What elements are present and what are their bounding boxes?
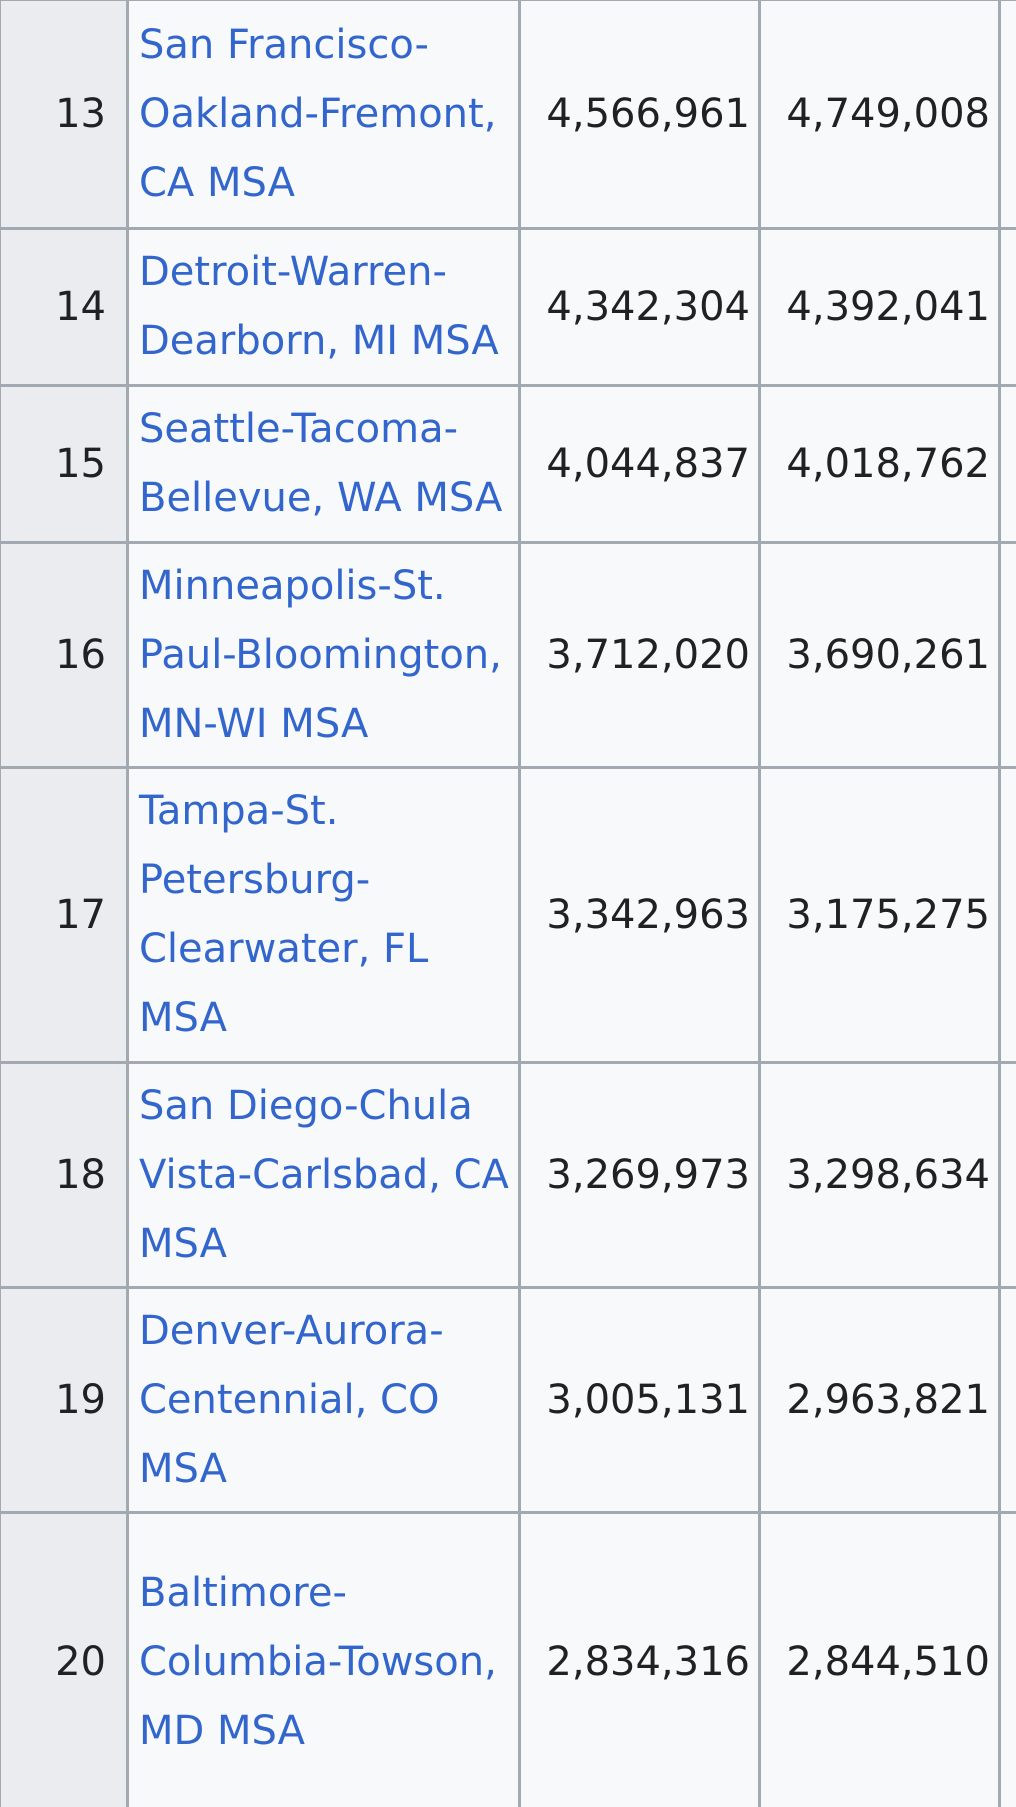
metro-name-cell: Detroit-Warren-Dearborn, MI MSA <box>126 227 521 387</box>
next-column-edge <box>998 1511 1016 1807</box>
metro-name-cell: Denver-Aurora-Centennial, CO MSA <box>126 1286 521 1514</box>
next-column-edge <box>998 766 1016 1064</box>
metro-name-cell: San Francisco-Oakland-Fremont, CA MSA <box>126 0 521 230</box>
next-column-edge <box>998 227 1016 387</box>
metro-name-cell: Baltimore-Columbia-Towson, MD MSA <box>126 1511 521 1807</box>
population-cell-a: 4,342,304 <box>518 227 761 387</box>
table-row: 13 San Francisco-Oakland-Fremont, CA MSA… <box>0 0 1016 230</box>
metro-link[interactable]: San Francisco-Oakland-Fremont, CA MSA <box>139 21 497 206</box>
table-row: 17 Tampa-St. Petersburg-Clearwater, FL M… <box>0 766 1016 1064</box>
metro-link[interactable]: Baltimore-Columbia-Towson, MD MSA <box>139 1570 497 1754</box>
next-column-edge <box>998 0 1016 230</box>
rank-cell: 15 <box>0 384 129 544</box>
population-cell-a: 3,269,973 <box>518 1061 761 1289</box>
population-cell-a: 3,342,963 <box>518 766 761 1064</box>
table-row: 20 Baltimore-Columbia-Towson, MD MSA 2,8… <box>0 1511 1016 1807</box>
next-column-edge <box>998 1061 1016 1289</box>
population-cell-a: 4,044,837 <box>518 384 761 544</box>
population-cell-a: 2,834,316 <box>518 1511 761 1807</box>
next-column-edge <box>998 1286 1016 1514</box>
population-cell-b: 2,844,510 <box>758 1511 1001 1807</box>
next-column-edge <box>998 384 1016 544</box>
metro-name-cell: Tampa-St. Petersburg-Clearwater, FL MSA <box>126 766 521 1064</box>
population-cell-b: 4,392,041 <box>758 227 1001 387</box>
metro-link[interactable]: Seattle-Tacoma-Bellevue, WA MSA <box>139 406 503 521</box>
rank-cell: 20 <box>0 1511 129 1807</box>
next-column-edge <box>998 541 1016 769</box>
metro-name-cell: Minneapolis-St. Paul-Bloomington, MN-WI … <box>126 541 521 769</box>
rank-cell: 16 <box>0 541 129 769</box>
population-cell-b: 3,298,634 <box>758 1061 1001 1289</box>
metro-name-cell: Seattle-Tacoma-Bellevue, WA MSA <box>126 384 521 544</box>
metro-link[interactable]: Denver-Aurora-Centennial, CO MSA <box>139 1307 444 1492</box>
population-cell-a: 3,712,020 <box>518 541 761 769</box>
metro-link[interactable]: Minneapolis-St. Paul-Bloomington, MN-WI … <box>139 562 502 747</box>
population-cell-a: 4,566,961 <box>518 0 761 230</box>
rank-cell: 17 <box>0 766 129 1064</box>
table-row: 18 San Diego-Chula Vista-Carlsbad, CA MS… <box>0 1061 1016 1289</box>
population-cell-b: 4,018,762 <box>758 384 1001 544</box>
population-cell-b: 3,690,261 <box>758 541 1001 769</box>
table-row: 19 Denver-Aurora-Centennial, CO MSA 3,00… <box>0 1286 1016 1514</box>
table-row: 15 Seattle-Tacoma-Bellevue, WA MSA 4,044… <box>0 384 1016 544</box>
population-cell-b: 4,749,008 <box>758 0 1001 230</box>
rank-cell: 18 <box>0 1061 129 1289</box>
rank-cell: 19 <box>0 1286 129 1514</box>
population-cell-b: 2,963,821 <box>758 1286 1001 1514</box>
rank-cell: 14 <box>0 227 129 387</box>
population-cell-b: 3,175,275 <box>758 766 1001 1064</box>
metro-name-cell: San Diego-Chula Vista-Carlsbad, CA MSA <box>126 1061 521 1289</box>
metro-link[interactable]: Detroit-Warren-Dearborn, MI MSA <box>139 249 499 364</box>
metro-link[interactable]: San Diego-Chula Vista-Carlsbad, CA MSA <box>139 1082 509 1267</box>
table-row: 16 Minneapolis-St. Paul-Bloomington, MN-… <box>0 541 1016 769</box>
metro-link[interactable]: Tampa-St. Petersburg-Clearwater, FL MSA <box>139 788 429 1041</box>
table-row: 14 Detroit-Warren-Dearborn, MI MSA 4,342… <box>0 227 1016 387</box>
rank-cell: 13 <box>0 0 129 230</box>
population-cell-a: 3,005,131 <box>518 1286 761 1514</box>
